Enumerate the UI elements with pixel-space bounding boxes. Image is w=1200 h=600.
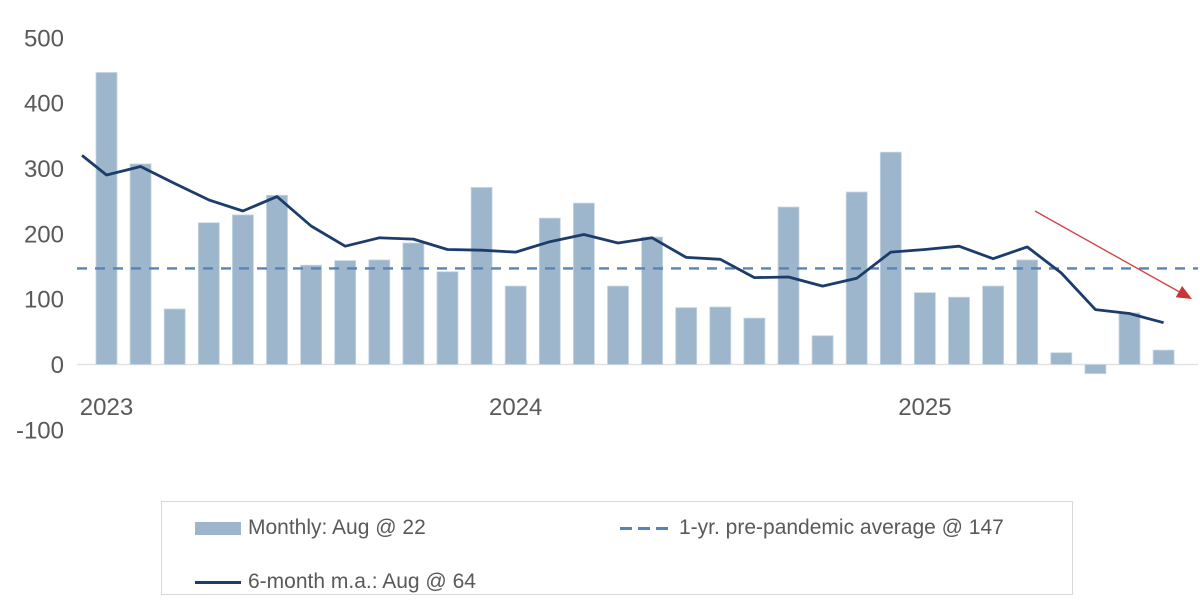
prepandemic-dash-swatch-icon xyxy=(620,526,672,530)
bar-sep-2023 xyxy=(368,259,391,365)
bar-may-2024 xyxy=(641,236,663,365)
bar-jul-2024 xyxy=(709,306,732,365)
legend-item-prepandemic: 1-yr. pre-pandemic average @ 147 xyxy=(620,514,1004,542)
legend: Monthly: Aug @ 22 1-yr. pre-pandemic ave… xyxy=(161,501,1073,595)
bar-aug-2025 xyxy=(1152,349,1175,365)
bar-nov-2023 xyxy=(436,271,459,365)
bar-jan-2024 xyxy=(504,285,527,365)
bar-jul-2023 xyxy=(300,264,323,365)
bar-mar-2023 xyxy=(163,308,186,365)
bar-mar-2024 xyxy=(573,202,595,365)
bar-apr-2024 xyxy=(607,285,629,365)
bar-dec-2023 xyxy=(470,187,493,365)
bar-oct-2023 xyxy=(402,242,425,365)
y-axis-tick-label: 400 xyxy=(24,91,64,118)
trend-arrow-line xyxy=(1034,210,1180,293)
legend-label-prepandemic: 1-yr. pre-pandemic average @ 147 xyxy=(679,516,1004,539)
y-axis-tick-label: 300 xyxy=(24,156,64,183)
bar-dec-2024 xyxy=(879,151,902,365)
bar-aug-2023 xyxy=(334,260,357,365)
bar-aug-2024 xyxy=(743,317,766,365)
bar-apr-2025 xyxy=(1016,259,1039,365)
monthly-bar-swatch-icon xyxy=(195,521,241,535)
y-axis-tick-label: 200 xyxy=(24,221,64,248)
y-axis-tick-label: -100 xyxy=(16,417,64,444)
x-axis-tick-label: 2024 xyxy=(489,394,542,421)
trend-arrow-head-icon xyxy=(1175,286,1192,299)
x-axis-tick-label: 2023 xyxy=(80,394,133,421)
bar-jun-2024 xyxy=(675,307,698,365)
y-axis-tick-label: 0 xyxy=(51,352,64,379)
y-axis-tick-label: 100 xyxy=(24,287,64,314)
ma-line-swatch-icon xyxy=(195,580,241,584)
bar-feb-2023 xyxy=(129,163,152,365)
bar-mar-2025 xyxy=(982,285,1004,365)
bar-may-2023 xyxy=(231,214,254,365)
bar-jun-2025 xyxy=(1084,364,1107,375)
bar-feb-2025 xyxy=(948,296,970,365)
moving-average-line xyxy=(81,154,1164,325)
y-axis-tick-label: 500 xyxy=(24,25,64,52)
legend-label-ma: 6-month m.a.: Aug @ 64 xyxy=(248,570,476,593)
legend-item-ma: 6-month m.a.: Aug @ 64 xyxy=(195,568,476,596)
legend-item-monthly: Monthly: Aug @ 22 xyxy=(195,514,426,542)
x-axis-tick-label: 2025 xyxy=(898,394,951,421)
chart-canvas: 500 400 300 200 100 0 -100 2023 2024 2025 xyxy=(16,25,1198,444)
bar-jan-2023 xyxy=(95,72,118,365)
bar-jun-2023 xyxy=(266,194,288,365)
bar-jan-2025 xyxy=(914,292,936,365)
bar-apr-2023 xyxy=(197,222,220,365)
legend-label-monthly: Monthly: Aug @ 22 xyxy=(248,516,426,539)
bar-may-2025 xyxy=(1050,352,1073,365)
bar-feb-2024 xyxy=(538,217,561,365)
bar-sep-2024 xyxy=(777,206,800,365)
bar-oct-2024 xyxy=(811,335,834,365)
bar-jul-2025 xyxy=(1118,312,1141,365)
